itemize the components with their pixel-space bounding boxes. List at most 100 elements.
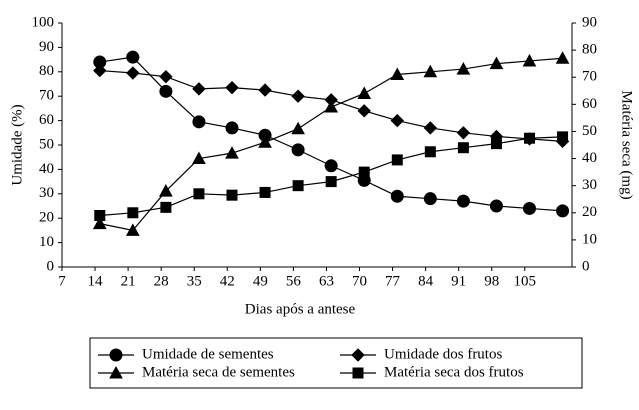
marker: [92, 216, 107, 230]
x-axis-label: Dias após a antese: [245, 301, 356, 317]
x-tick-label: 63: [319, 273, 334, 289]
marker: [557, 131, 569, 143]
marker: [457, 142, 469, 154]
marker: [358, 166, 370, 178]
y2-tick-label: 10: [582, 231, 597, 247]
legend-label: Umidade de sementes: [142, 346, 274, 362]
marker: [225, 146, 239, 159]
y-tick-label: 40: [39, 161, 54, 177]
marker: [192, 82, 206, 96]
legend-marker: [109, 365, 123, 379]
y-tick-label: 10: [39, 234, 54, 250]
marker: [489, 56, 504, 70]
y-tick-label: 60: [39, 112, 54, 128]
marker: [258, 135, 272, 148]
y2-axis-label: Matéria seca (mg): [619, 90, 635, 199]
y-tick-label: 0: [47, 258, 55, 274]
legend-marker: [351, 348, 365, 362]
legend-label: Matéria seca dos frutos: [384, 364, 524, 380]
marker: [390, 113, 404, 128]
y2-tick-label: 80: [582, 42, 597, 58]
marker: [225, 80, 239, 95]
marker: [456, 126, 471, 140]
marker: [357, 104, 371, 118]
marker: [524, 132, 535, 144]
y2-tick-label: 70: [582, 69, 597, 85]
marker: [127, 207, 139, 219]
marker: [159, 84, 173, 98]
y-tick-label: 50: [39, 136, 54, 152]
x-tick-label: 21: [121, 273, 136, 289]
y-tick-label: 70: [39, 88, 54, 104]
marker: [192, 151, 206, 165]
marker: [258, 83, 272, 97]
legend-label: Umidade dos frutos: [384, 346, 502, 362]
marker: [291, 143, 305, 157]
y-axis-label: Umidade (%): [9, 104, 25, 185]
legend-marker: [109, 348, 123, 362]
marker: [125, 223, 140, 236]
x-tick-label: 84: [418, 273, 434, 289]
marker: [325, 176, 337, 188]
marker: [93, 63, 107, 78]
marker: [555, 51, 570, 64]
y2-tick-label: 40: [582, 150, 597, 166]
x-tick-label: 28: [154, 273, 169, 289]
marker: [522, 53, 537, 67]
marker: [225, 121, 239, 135]
marker: [291, 89, 305, 103]
y2-tick-label: 90: [582, 14, 597, 30]
x-tick-label: 14: [88, 273, 104, 289]
x-tick-label: 35: [187, 273, 202, 289]
marker: [324, 159, 338, 173]
y-tick-label: 20: [39, 210, 54, 226]
y2-tick-label: 50: [582, 123, 597, 139]
marker: [94, 209, 106, 221]
marker: [391, 154, 403, 166]
x-tick-label: 7: [58, 273, 66, 289]
x-tick-label: 98: [484, 273, 499, 289]
x-tick-label: 77: [385, 273, 401, 289]
y2-tick-label: 20: [582, 204, 597, 220]
y-tick-label: 80: [39, 63, 54, 79]
marker: [126, 66, 140, 80]
marker: [456, 62, 471, 75]
marker: [424, 146, 436, 158]
marker: [226, 189, 238, 201]
marker: [423, 121, 438, 135]
marker: [159, 69, 173, 84]
y-tick-label: 30: [39, 185, 54, 201]
marker: [126, 50, 140, 64]
marker: [556, 204, 570, 218]
marker: [390, 67, 405, 81]
legend-box: [89, 337, 583, 389]
marker: [390, 189, 404, 203]
marker: [456, 194, 470, 208]
x-tick-label: 42: [220, 273, 235, 289]
x-tick-label: 56: [286, 273, 302, 289]
marker: [259, 186, 271, 198]
marker: [357, 86, 372, 99]
y-tick-label: 90: [39, 39, 54, 55]
y2-tick-label: 60: [582, 96, 597, 112]
x-tick-label: 49: [253, 273, 268, 289]
marker: [193, 188, 205, 200]
legend-marker: [352, 367, 364, 379]
x-tick-label: 105: [514, 273, 537, 289]
marker: [324, 100, 339, 113]
marker: [489, 199, 503, 213]
x-tick-label: 91: [451, 273, 466, 289]
marker: [292, 180, 304, 192]
marker: [490, 138, 502, 150]
marker: [160, 201, 172, 213]
marker: [291, 121, 305, 135]
marker: [423, 192, 437, 206]
marker: [523, 201, 536, 215]
y2-tick-label: 30: [582, 177, 597, 193]
y2-tick-label: 0: [582, 258, 590, 274]
marker: [159, 184, 173, 197]
marker: [192, 115, 206, 129]
legend-label: Matéria seca de sementes: [142, 364, 295, 380]
marker: [423, 64, 438, 78]
